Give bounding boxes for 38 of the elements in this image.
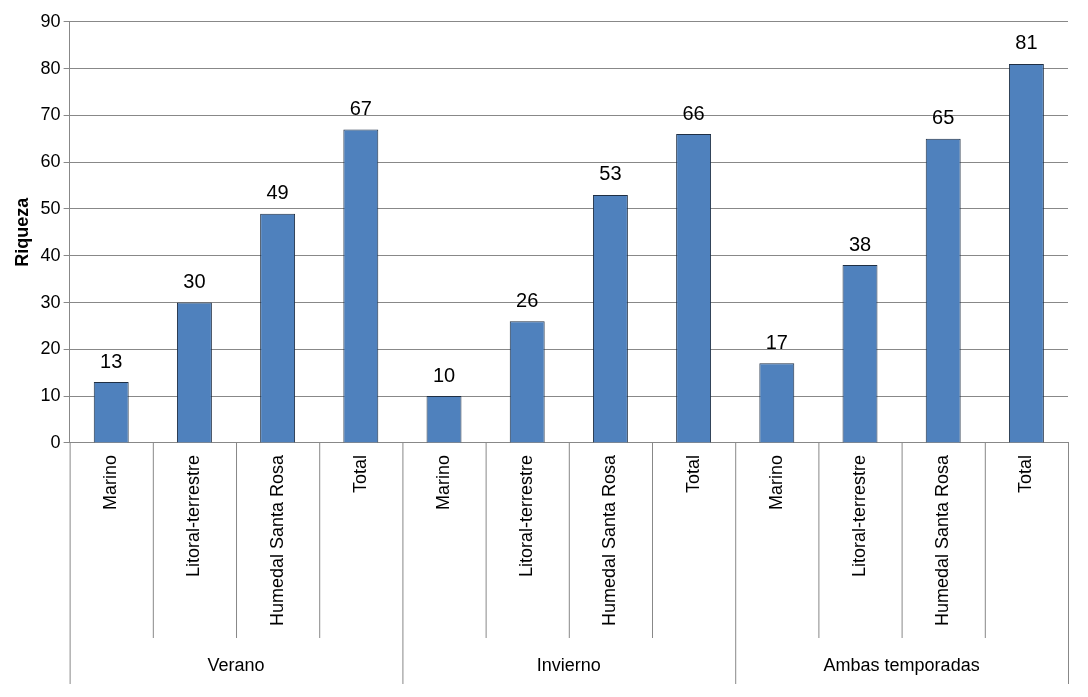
data-label: 53 (599, 162, 622, 185)
y-tick-label: 0 (50, 431, 61, 452)
data-label: 13 (100, 349, 123, 372)
y-tick-label: 60 (40, 151, 61, 172)
data-label: 38 (848, 232, 872, 255)
text: Ambas temporadas (823, 654, 980, 675)
y-tick-label: 30 (40, 291, 61, 312)
data-label: 65 (932, 106, 955, 129)
x-tick-label: Marino (100, 454, 121, 510)
data-label: 81 (1015, 31, 1038, 54)
x-tick-label: Humedal Santa Rosa (266, 453, 287, 627)
y-tick-label: 50 (40, 197, 61, 218)
x-tick-label: Litoral-terrestre (516, 454, 537, 577)
x-tick-label: Litoral-terrestre (183, 454, 204, 577)
x-tick-label: Litoral-terrestre (848, 454, 869, 577)
data-label: 30 (183, 270, 206, 293)
y-tick-label: 40 (40, 244, 61, 265)
x-tick-label: Total (1015, 454, 1036, 493)
x-tick-label: Marino (432, 454, 453, 510)
text: Verano (207, 654, 265, 675)
y-tick-label: 70 (40, 104, 61, 125)
y-tick-label: 90 (40, 10, 61, 31)
y-tick-label: 10 (40, 385, 61, 406)
x-tick-label: Humedal Santa Rosa (599, 453, 620, 627)
x-tick-label: Total (682, 454, 703, 493)
y-tick-label: 20 (40, 338, 61, 359)
data-label: 67 (349, 96, 372, 119)
x-tick-label: Humedal Santa Rosa (932, 453, 953, 627)
x-tick-label: Marino (765, 454, 786, 510)
x-tick-label: Total (349, 454, 370, 493)
text: Invierno (536, 654, 601, 675)
data-label: 26 (516, 288, 539, 311)
data-label: 49 (266, 181, 289, 204)
data-label: 17 (765, 330, 788, 353)
y-tick-label: 80 (40, 57, 61, 78)
data-label: 10 (432, 363, 456, 386)
data-label: 66 (682, 101, 705, 124)
y-axis-title: Riqueza (11, 196, 32, 267)
